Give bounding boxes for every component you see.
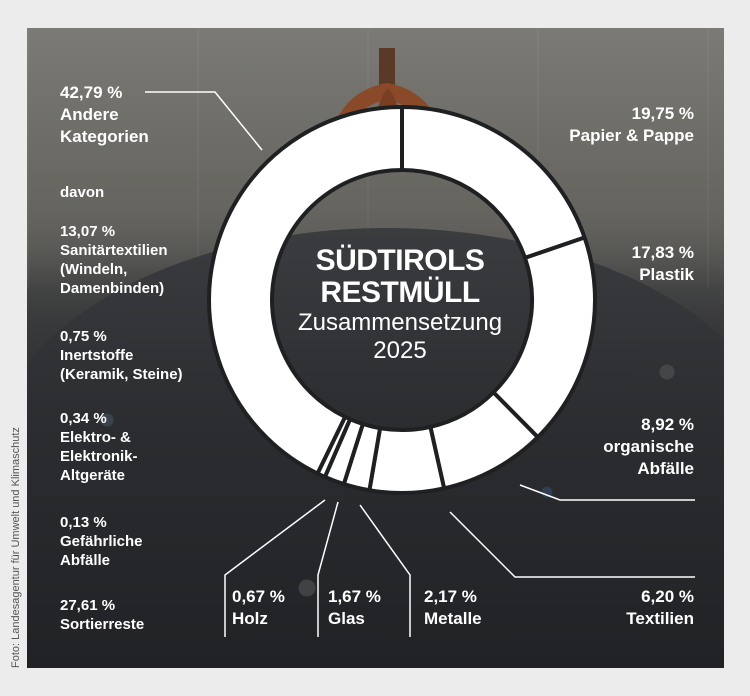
label-glas: 1,67 % Glas (328, 586, 381, 630)
leader-line-organisch (519, 484, 695, 501)
label-sanitaer: 13,07 % Sanitärtextilien (Windeln, Damen… (60, 222, 168, 298)
label-textilien: 6,20 % Textilien (626, 586, 694, 630)
label-inert: 0,75 % Inertstoffe (Keramik, Steine) (60, 327, 183, 384)
donut-slice-7 (207, 105, 404, 476)
label-metalle-name: Metalle (424, 609, 482, 628)
label-sortierreste: 27,61 % Sortierreste (60, 596, 144, 634)
label-gefaehrlich-name-1: Gefährliche (60, 533, 143, 550)
label-elektro-name-3: Altgeräte (60, 467, 126, 484)
label-elektro-percent: 0,34 % (60, 410, 107, 427)
label-organisch-name-2: Abfälle (637, 459, 694, 478)
label-plastik-name: Plastik (639, 265, 694, 284)
label-sanitaer-name-1: Sanitärtextilien (60, 242, 168, 259)
label-metalle: 2,17 % Metalle (424, 586, 482, 630)
label-andere: 42,79 % Andere Kategorien (60, 82, 149, 148)
label-textilien-percent: 6,20 % (641, 587, 694, 606)
photo-credit: Foto: Landesagentur für Umwelt und Klima… (10, 427, 22, 668)
leader-line-glas (317, 501, 339, 637)
label-metalle-percent: 2,17 % (424, 587, 477, 606)
label-sanitaer-percent: 13,07 % (60, 223, 116, 240)
label-inert-name-2: (Keramik, Steine) (60, 366, 183, 383)
label-gefaehrlich-percent: 0,13 % (60, 514, 107, 531)
label-sortierreste-percent: 27,61 % (60, 597, 116, 614)
chart-title-line-2: RESTMÜLL (320, 276, 480, 309)
chart-title-block: SÜDTIROLS RESTMÜLL Zusammensetzung 2025 (290, 245, 510, 365)
label-elektro: 0,34 % Elektro- & Elektronik- Altgeräte (60, 409, 138, 485)
label-sanitaer-name-3: Damenbinden) (60, 280, 165, 297)
label-glas-name: Glas (328, 609, 365, 628)
label-glas-percent: 1,67 % (328, 587, 381, 606)
label-inert-name-1: Inertstoffe (60, 347, 134, 364)
donut-slice-0 (400, 105, 587, 260)
donut-slice-3 (367, 424, 447, 495)
label-holz-name: Holz (232, 609, 268, 628)
label-sanitaer-name-2: (Windeln, (60, 261, 128, 278)
label-papier-name: Papier & Pappe (569, 126, 694, 145)
label-holz: 0,67 % Holz (232, 586, 285, 630)
label-textilien-name: Textilien (626, 609, 694, 628)
label-organisch-name-1: organische (603, 437, 694, 456)
label-andere-name-1: Andere (60, 105, 119, 124)
chart-title-line-1: SÜDTIROLS (315, 244, 485, 277)
leader-line-holz (224, 499, 326, 637)
label-andere-name-2: Kategorien (60, 127, 149, 146)
donut-slices (207, 105, 597, 495)
leader-line-textilien (449, 511, 695, 578)
label-gefaehrlich-name-2: Abfälle (60, 552, 111, 569)
label-elektro-name-2: Elektronik- (60, 448, 138, 465)
label-inert-percent: 0,75 % (60, 328, 107, 345)
leader-line-metalle (359, 504, 411, 637)
label-davon: davon (60, 184, 105, 201)
label-holz-percent: 0,67 % (232, 587, 285, 606)
label-andere-percent: 42,79 % (60, 83, 123, 102)
label-organisch-percent: 8,92 % (641, 415, 694, 434)
label-sortierreste-name: Sortierreste (60, 616, 145, 633)
label-elektro-name-1: Elektro- & (60, 429, 131, 446)
chart-subtitle-line-1: Zusammensetzung (297, 309, 503, 336)
label-papier: 19,75 % Papier & Pappe (569, 103, 694, 147)
label-papier-percent: 19,75 % (631, 104, 694, 123)
label-plastik: 17,83 % Plastik (632, 242, 694, 286)
label-gefaehrlich: 0,13 % Gefährliche Abfälle (60, 513, 143, 570)
leader-lines (145, 91, 695, 637)
label-plastik-percent: 17,83 % (631, 243, 694, 262)
leader-line-andere (145, 91, 263, 151)
chart-subtitle-line-2: 2025 (373, 337, 427, 364)
label-organisch: 8,92 % organische Abfälle (603, 414, 694, 480)
